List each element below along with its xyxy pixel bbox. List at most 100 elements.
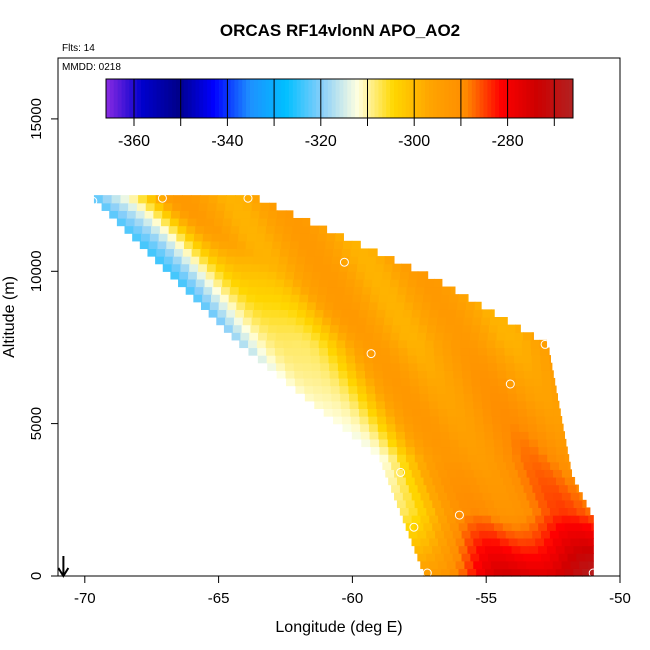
heatmap-cell <box>248 278 259 288</box>
heatmap-cell <box>402 515 413 524</box>
heatmap-cell <box>292 278 303 288</box>
heatmap-cell <box>464 560 474 569</box>
heatmap-cell <box>555 476 566 486</box>
colorbar-segment <box>246 79 251 118</box>
heatmap-cell <box>485 568 495 577</box>
heatmap-cell <box>208 309 219 318</box>
heatmap-cell <box>546 522 557 531</box>
heatmap-cell <box>285 370 295 379</box>
heatmap-cell <box>511 438 521 448</box>
heatmap-cell <box>491 408 501 417</box>
heatmap-cell <box>157 240 167 250</box>
heatmap-cell <box>477 339 488 349</box>
heatmap-cell <box>414 545 424 554</box>
heatmap-cell <box>484 431 494 440</box>
colorbar-segment <box>179 79 185 118</box>
heatmap-cell <box>267 362 277 371</box>
heatmap-cell <box>508 400 518 410</box>
heatmap-cell <box>336 347 347 356</box>
colorbar-segment <box>281 79 286 118</box>
heatmap-cell <box>320 370 331 379</box>
heatmap-cell <box>430 416 440 425</box>
heatmap-cell <box>299 294 309 303</box>
heatmap-cell <box>234 256 245 265</box>
colorbar-segment <box>296 79 302 118</box>
heatmap-cell <box>398 347 409 356</box>
heatmap-cell <box>244 195 254 204</box>
heatmap-cell <box>519 423 529 432</box>
colorbar-segment <box>358 79 364 118</box>
heatmap-cell <box>378 431 388 440</box>
y-tick-label: 15000 <box>28 98 45 140</box>
heatmap-cell <box>454 317 465 326</box>
heatmap-cell <box>158 233 169 242</box>
heatmap-cell <box>170 271 180 280</box>
heatmap-cell <box>456 416 467 425</box>
heatmap-cell <box>464 408 475 417</box>
heatmap-cell <box>523 332 533 341</box>
colorbar-segment <box>417 79 422 118</box>
heatmap-cell <box>179 210 190 219</box>
heatmap-cell <box>515 324 521 333</box>
heatmap-cell <box>447 469 457 478</box>
heatmap-cell <box>427 324 437 333</box>
colorbar-segment <box>117 79 123 118</box>
heatmap-cell <box>368 416 378 425</box>
heatmap-cell <box>338 370 348 379</box>
heatmap-cell <box>432 568 442 577</box>
heatmap-cell <box>396 431 406 440</box>
heatmap-cell <box>269 317 279 326</box>
heatmap-cell <box>203 286 213 295</box>
heatmap-cell <box>417 553 427 562</box>
heatmap-cell <box>532 507 542 516</box>
heatmap-cell <box>173 195 183 204</box>
heatmap-cell <box>551 385 557 394</box>
heatmap-cell <box>347 271 357 280</box>
heatmap-cell <box>377 423 388 432</box>
heatmap-cell <box>493 438 504 448</box>
heatmap-cell <box>266 347 276 356</box>
heatmap-cell <box>576 507 586 516</box>
heatmap-cell <box>365 263 376 272</box>
colorbar-segment <box>362 79 368 118</box>
heatmap-cell <box>186 278 197 288</box>
heatmap-cell <box>343 294 353 303</box>
heatmap-cell <box>143 217 153 227</box>
heatmap-cell <box>457 301 467 310</box>
colorbar-tick-label: -320 <box>305 133 337 150</box>
heatmap-cell <box>446 400 457 410</box>
heatmap-cell <box>541 530 551 539</box>
observation-point <box>339 257 349 267</box>
heatmap-cell <box>377 301 388 310</box>
heatmap-cell <box>274 347 285 356</box>
heatmap-cell <box>440 294 451 303</box>
heatmap-cell <box>333 416 343 425</box>
heatmap-cell <box>156 248 166 257</box>
heatmap-cell <box>449 522 460 531</box>
colorbar-segment <box>382 79 387 118</box>
heatmap-cell <box>175 240 185 250</box>
heatmap-cell <box>452 362 463 371</box>
heatmap-cell <box>422 294 433 303</box>
heatmap-cell <box>517 492 528 501</box>
heatmap-cell <box>414 294 424 303</box>
heatmap-cell <box>120 195 130 204</box>
heatmap-cell <box>145 202 156 211</box>
heatmap-cell <box>256 225 267 234</box>
heatmap-cell <box>505 530 516 539</box>
heatmap-cell <box>406 446 416 455</box>
heatmap-cell <box>317 233 328 242</box>
heatmap-cell <box>350 248 361 257</box>
heatmap-cell <box>549 553 560 562</box>
heatmap-cell <box>353 286 363 295</box>
heatmap-cell <box>502 438 513 448</box>
heatmap-cell <box>401 263 411 272</box>
observation-point <box>157 193 167 203</box>
heatmap-cell <box>446 393 456 402</box>
heatmap-cell <box>281 294 292 303</box>
heatmap-cell <box>514 553 524 562</box>
heatmap-cell <box>555 438 565 448</box>
heatmap-cell <box>535 537 545 547</box>
heatmap-cell <box>558 553 569 562</box>
heatmap-cell <box>309 225 320 234</box>
